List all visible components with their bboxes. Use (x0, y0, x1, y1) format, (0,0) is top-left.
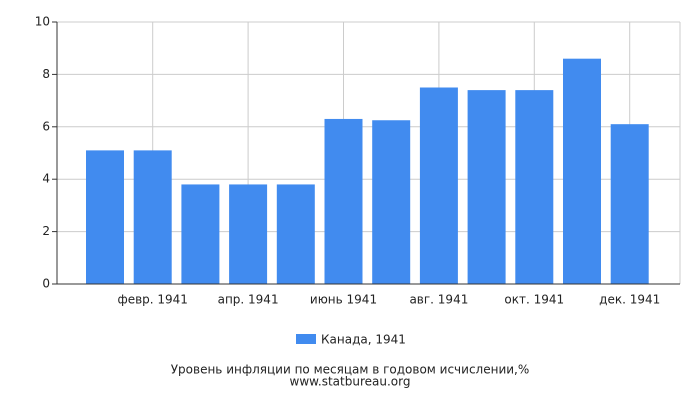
bar (515, 90, 554, 285)
x-tick-label: июнь 1941 (310, 293, 377, 307)
legend-label: Канада, 1941 (321, 333, 406, 347)
x-tick-label: февр. 1941 (117, 293, 188, 307)
y-tick-label: 0 (42, 277, 50, 291)
bar (610, 124, 649, 285)
x-tick-label: окт. 1941 (504, 293, 564, 307)
y-tick-label: 4 (42, 172, 50, 186)
y-tick-label: 10 (35, 15, 50, 29)
y-tick-label: 8 (42, 67, 50, 81)
x-tick-label: авг. 1941 (409, 293, 468, 307)
bar (133, 150, 172, 284)
chart-title: Уровень инфляции по месяцам в годовом ис… (171, 363, 530, 377)
x-tick-label: дек. 1941 (599, 293, 660, 307)
bar (324, 118, 363, 284)
bar (86, 150, 124, 284)
y-tick-label: 6 (42, 119, 50, 133)
bar (372, 120, 411, 284)
legend-swatch (296, 334, 316, 344)
bar (467, 90, 506, 285)
y-tick-label: 2 (42, 224, 50, 238)
bar (419, 87, 458, 284)
bar (229, 184, 268, 284)
bar (181, 184, 220, 284)
bar (276, 184, 315, 284)
source: www.statbureau.org (290, 375, 411, 389)
bar (563, 58, 601, 285)
x-tick-label: апр. 1941 (218, 293, 279, 307)
